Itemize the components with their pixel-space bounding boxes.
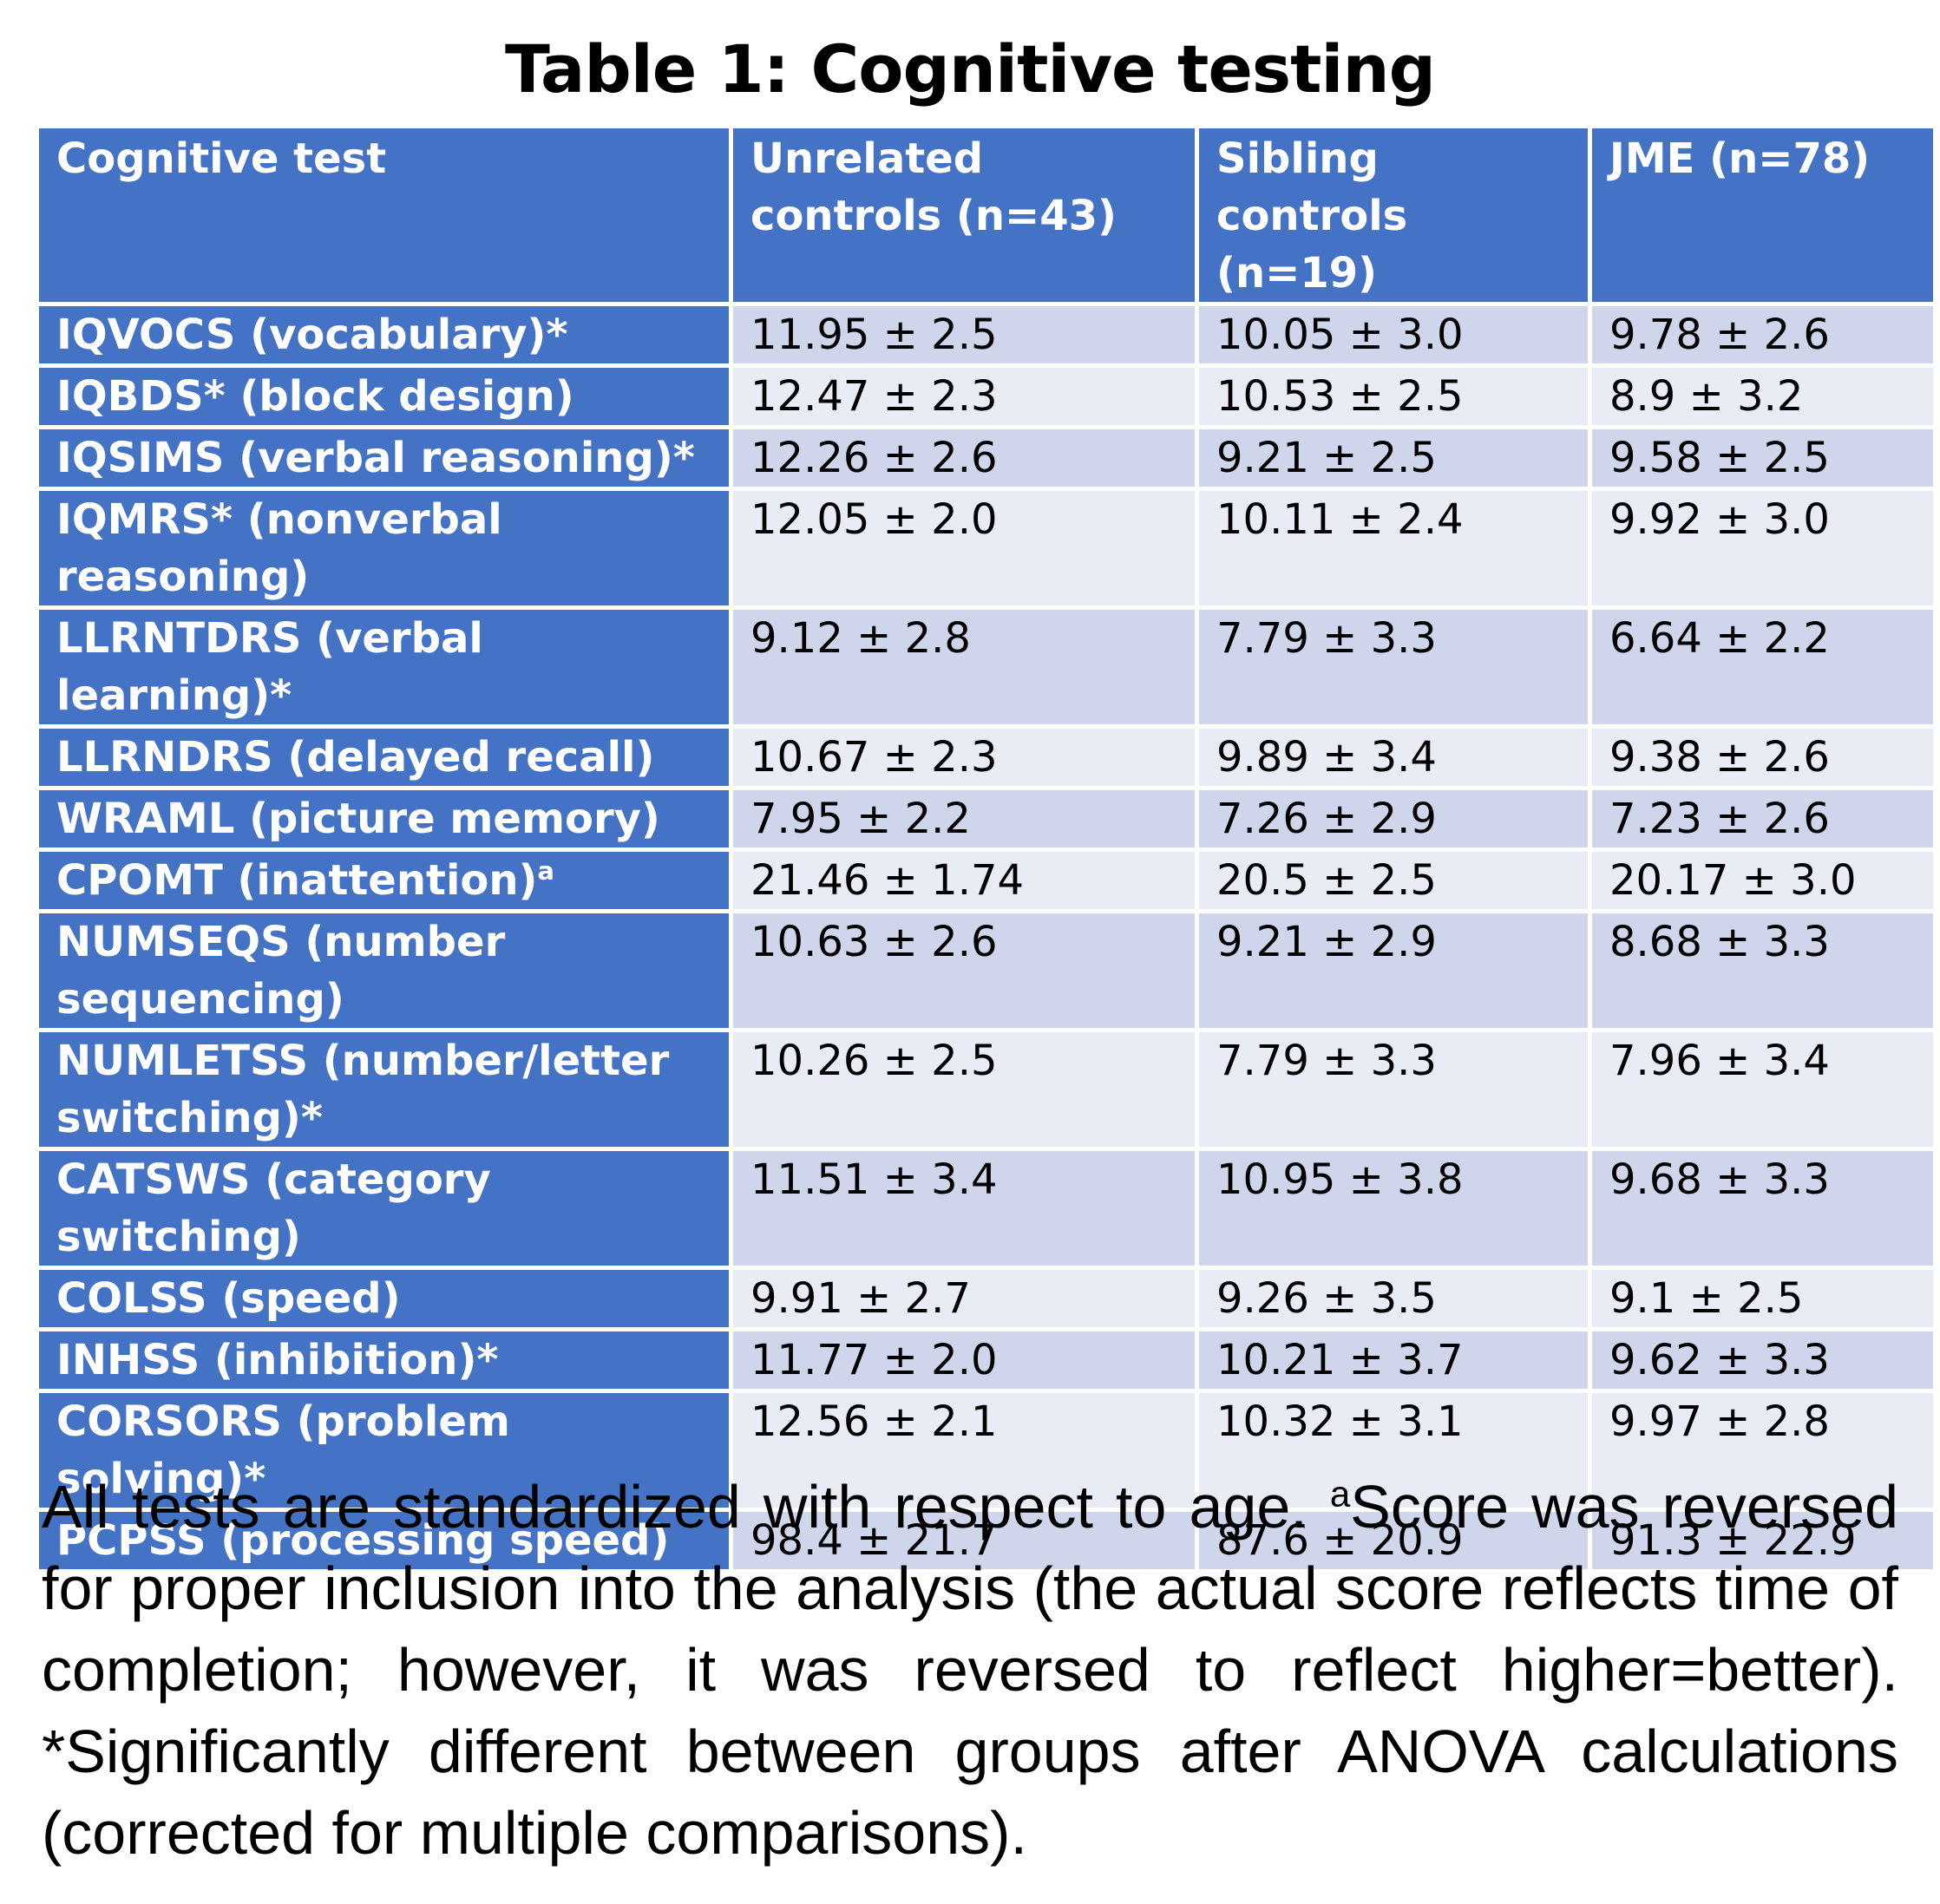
footnote-marker: a [1329, 1473, 1351, 1515]
unrelated-controls-cell: 7.95 ± 2.2 [729, 786, 1199, 852]
table-row: CORSORS (problem solving)* 12.56 ± 2.1 1… [35, 1389, 1937, 1512]
row-label-cell: PCPSS (processing speed) [35, 1508, 733, 1574]
sibling-controls-cell: 10.32 ± 3.1 [1195, 1389, 1592, 1512]
unrelated-controls-cell: 9.91 ± 2.7 [729, 1266, 1199, 1331]
unrelated-controls-cell: 10.67 ± 2.3 [729, 724, 1199, 790]
unrelated-controls-cell: 12.26 ± 2.6 [729, 425, 1199, 491]
table-row: IQVOCS (vocabulary)* 11.95 ± 2.5 10.05 ±… [35, 302, 1937, 368]
cognitive-testing-table: Cognitive test Unrelated controls (n=43)… [35, 124, 1937, 1574]
jme-cell: 9.38 ± 2.6 [1588, 724, 1937, 790]
table-row: CPOMT (inattention)a 21.46 ± 1.74 20.5 ±… [35, 847, 1937, 913]
row-label-text: CPOMT (inattention) [56, 856, 538, 905]
unrelated-controls-cell: 11.77 ± 2.0 [729, 1327, 1199, 1393]
jme-cell: 9.92 ± 3.0 [1588, 487, 1937, 610]
row-label-cell: COLSS (speed) [35, 1266, 733, 1331]
unrelated-controls-cell: 9.12 ± 2.8 [729, 605, 1199, 729]
row-label-cell: CPOMT (inattention)a [35, 847, 733, 913]
table-row: IQSIMS (verbal reasoning)* 12.26 ± 2.6 9… [35, 425, 1937, 491]
table-header-row: Cognitive test Unrelated controls (n=43)… [35, 124, 1937, 306]
sibling-controls-cell: 10.11 ± 2.4 [1195, 487, 1592, 610]
sibling-controls-cell: 10.53 ± 2.5 [1195, 363, 1592, 429]
sibling-controls-cell: 9.21 ± 2.5 [1195, 425, 1592, 491]
unrelated-controls-cell: 10.26 ± 2.5 [729, 1028, 1199, 1151]
sibling-controls-cell: 10.05 ± 3.0 [1195, 302, 1592, 368]
jme-cell: 9.78 ± 2.6 [1588, 302, 1937, 368]
table-footnote: All tests are standardized with respect … [42, 1466, 1898, 1874]
sibling-controls-cell: 7.26 ± 2.9 [1195, 786, 1592, 852]
jme-cell: 9.62 ± 3.3 [1588, 1327, 1937, 1393]
column-header-sibling-controls: Sibling controls (n=19) [1195, 124, 1592, 306]
sibling-controls-cell: 9.26 ± 3.5 [1195, 1266, 1592, 1331]
jme-cell: 9.1 ± 2.5 [1588, 1266, 1937, 1331]
jme-cell: 9.68 ± 3.3 [1588, 1147, 1937, 1270]
table-row: WRAML (picture memory) 7.95 ± 2.2 7.26 ±… [35, 786, 1937, 852]
table-row: CATSWS (category switching) 11.51 ± 3.4 … [35, 1147, 1937, 1270]
jme-cell: 91.3 ± 22.9 [1588, 1508, 1937, 1574]
jme-cell: 8.68 ± 3.3 [1588, 909, 1937, 1032]
table-row: LLRNTDRS (verbal learning)* 9.12 ± 2.8 7… [35, 605, 1937, 729]
table-row: NUMSEQS (number sequencing) 10.63 ± 2.6 … [35, 909, 1937, 1032]
column-header-cognitive-test: Cognitive test [35, 124, 733, 306]
row-label-cell: CORSORS (problem solving)* [35, 1389, 733, 1512]
sibling-controls-cell: 9.89 ± 3.4 [1195, 724, 1592, 790]
jme-cell: 20.17 ± 3.0 [1588, 847, 1937, 913]
table-row: PCPSS (processing speed) 98.4 ± 21.7 87.… [35, 1508, 1937, 1574]
row-label-cell: IQBDS* (block design) [35, 363, 733, 429]
table-row: COLSS (speed) 9.91 ± 2.7 9.26 ± 3.5 9.1 … [35, 1266, 1937, 1331]
column-header-jme: JME (n=78) [1588, 124, 1937, 306]
unrelated-controls-cell: 11.51 ± 3.4 [729, 1147, 1199, 1270]
row-label-cell: IQMRS* (nonverbal reasoning) [35, 487, 733, 610]
jme-cell: 7.23 ± 2.6 [1588, 786, 1937, 852]
table-row: NUMLETSS (number/letter switching)* 10.2… [35, 1028, 1937, 1151]
unrelated-controls-cell: 12.56 ± 2.1 [729, 1389, 1199, 1512]
row-label-cell: CATSWS (category switching) [35, 1147, 733, 1270]
sibling-controls-cell: 7.79 ± 3.3 [1195, 605, 1592, 729]
unrelated-controls-cell: 11.95 ± 2.5 [729, 302, 1199, 368]
row-label-cell: NUMSEQS (number sequencing) [35, 909, 733, 1032]
sibling-controls-cell: 7.79 ± 3.3 [1195, 1028, 1592, 1151]
table-title: Table 1: Cognitive testing [505, 30, 1436, 108]
row-label-cell: WRAML (picture memory) [35, 786, 733, 852]
unrelated-controls-cell: 10.63 ± 2.6 [729, 909, 1199, 1032]
table-row: IQBDS* (block design) 12.47 ± 2.3 10.53 … [35, 363, 1937, 429]
unrelated-controls-cell: 12.47 ± 2.3 [729, 363, 1199, 429]
row-label-cell: INHSS (inhibition)* [35, 1327, 733, 1393]
unrelated-controls-cell: 21.46 ± 1.74 [729, 847, 1199, 913]
row-label-cell: IQSIMS (verbal reasoning)* [35, 425, 733, 491]
sibling-controls-cell: 20.5 ± 2.5 [1195, 847, 1592, 913]
row-label-cell: LLRNDRS (delayed recall) [35, 724, 733, 790]
jme-cell: 6.64 ± 2.2 [1588, 605, 1937, 729]
unrelated-controls-cell: 12.05 ± 2.0 [729, 487, 1199, 610]
table-row: INHSS (inhibition)* 11.77 ± 2.0 10.21 ± … [35, 1327, 1937, 1393]
jme-cell: 8.9 ± 3.2 [1588, 363, 1937, 429]
jme-cell: 9.58 ± 2.5 [1588, 425, 1937, 491]
footnote-text-part2: Score was reversed for proper inclusion … [42, 1473, 1898, 1867]
row-label-cell: LLRNTDRS (verbal learning)* [35, 605, 733, 729]
jme-cell: 9.97 ± 2.8 [1588, 1389, 1937, 1512]
row-label-cell: NUMLETSS (number/letter switching)* [35, 1028, 733, 1151]
table-row: IQMRS* (nonverbal reasoning) 12.05 ± 2.0… [35, 487, 1937, 610]
sibling-controls-cell: 87.6 ± 20.9 [1195, 1508, 1592, 1574]
unrelated-controls-cell: 98.4 ± 21.7 [729, 1508, 1199, 1574]
table-row: LLRNDRS (delayed recall) 10.67 ± 2.3 9.8… [35, 724, 1937, 790]
sibling-controls-cell: 10.21 ± 3.7 [1195, 1327, 1592, 1393]
jme-cell: 7.96 ± 3.4 [1588, 1028, 1937, 1151]
footnote-marker: a [537, 856, 554, 886]
column-header-unrelated-controls: Unrelated controls (n=43) [729, 124, 1199, 306]
sibling-controls-cell: 9.21 ± 2.9 [1195, 909, 1592, 1032]
footnote-text-part1: All tests are standardized with respect … [42, 1473, 1330, 1541]
row-label-cell: IQVOCS (vocabulary)* [35, 302, 733, 368]
sibling-controls-cell: 10.95 ± 3.8 [1195, 1147, 1592, 1270]
